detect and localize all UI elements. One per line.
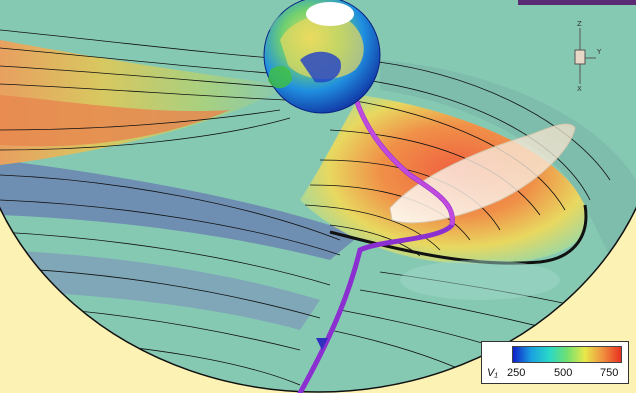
- sun-sphere[interactable]: [263, 0, 381, 114]
- colorbar-tick-label: 250: [507, 367, 526, 379]
- colorbar-variable-label: V₁: [487, 367, 498, 379]
- colorbar-tick-label: 750: [600, 367, 619, 379]
- field-line-arrow: [316, 338, 328, 350]
- slow-wind-band-lower: [0, 250, 320, 330]
- colorbar-gradient: [512, 346, 622, 363]
- colorbar-legend: V₁ 250 500 750: [481, 341, 629, 384]
- colorbar-tick-label: 500: [554, 367, 573, 379]
- axis-y-label: Y: [596, 48, 602, 56]
- axes-triad[interactable]: Z Y X: [560, 20, 604, 92]
- axis-z-label: Z: [577, 20, 582, 28]
- corner-artifact: [518, 0, 636, 5]
- axis-x-label: X: [577, 85, 582, 92]
